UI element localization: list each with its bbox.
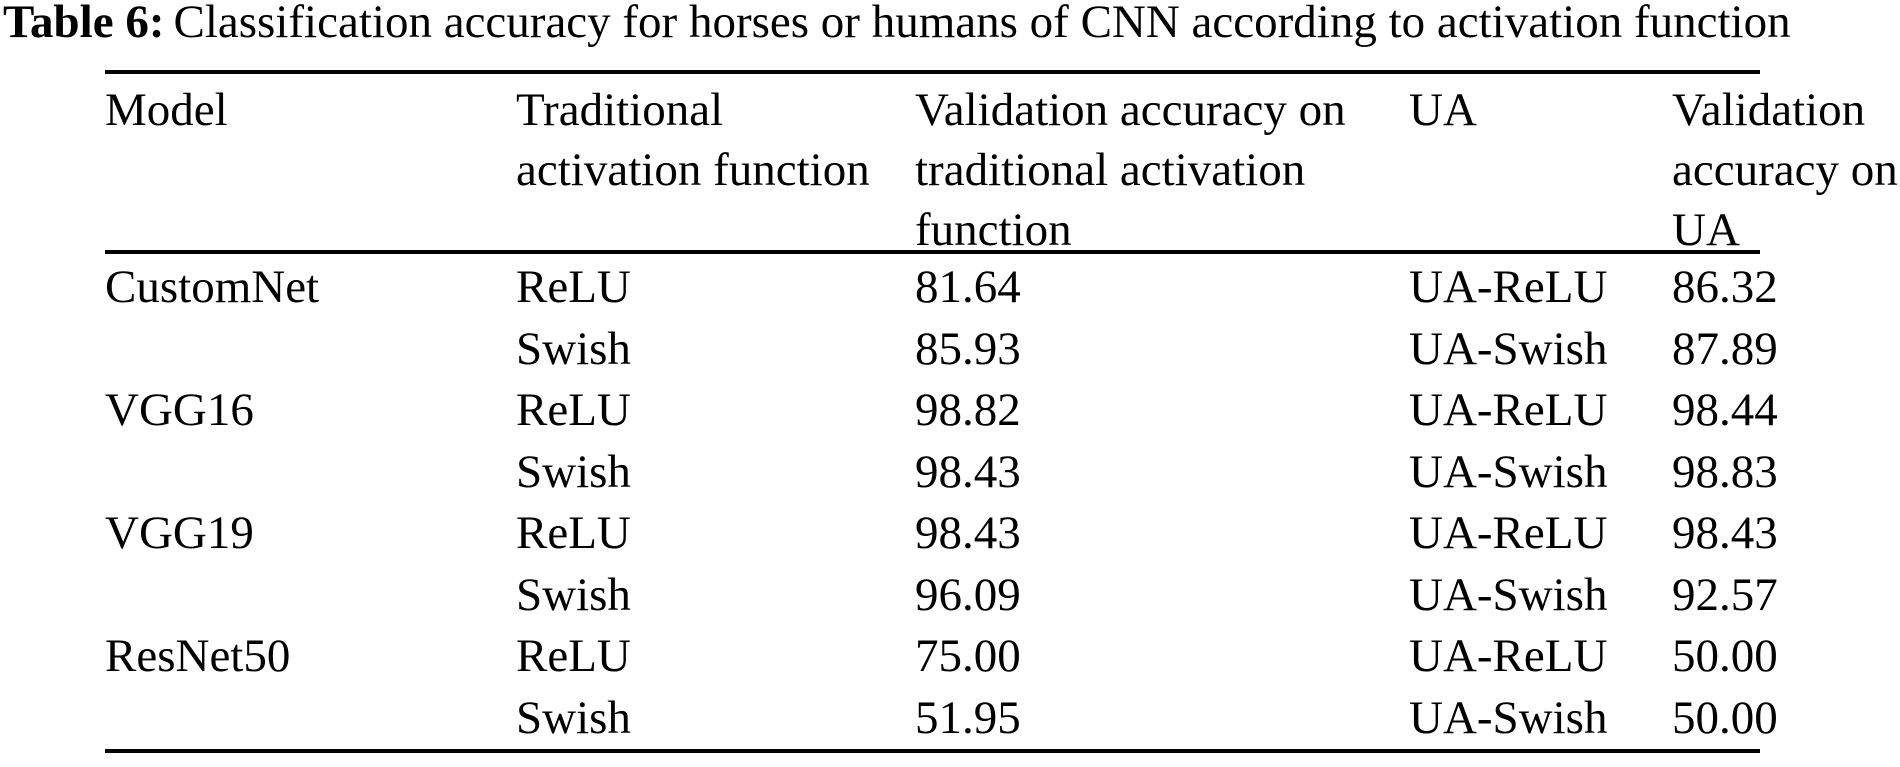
cell-activation-function: ReLU (516, 507, 631, 559)
cell-val-accuracy-traditional: 81.64 (915, 261, 1021, 313)
cell-ua: UA-Swish (1409, 568, 1608, 621)
cell-activation-function: ReLU (516, 384, 631, 436)
cell-val-accuracy-ua: 86.32 (1672, 261, 1778, 313)
cell-val-accuracy-ua: 87.89 (1672, 322, 1778, 375)
cell-val-accuracy-traditional: 96.09 (915, 568, 1021, 621)
table-row: Swish 96.09 UA-Swish 92.57 (105, 565, 1900, 627)
cell-activation-function: ReLU (516, 261, 631, 313)
table-row: CustomNet ReLU 81.64 UA-ReLU 86.32 (105, 257, 1900, 319)
column-header-ua: UA (1409, 84, 1477, 136)
column-header-model: Model (105, 84, 228, 136)
cell-ua: UA-ReLU (1409, 384, 1608, 436)
table-row: Swish 98.43 UA-Swish 98.83 (105, 442, 1900, 504)
cell-val-accuracy-traditional: 85.93 (915, 322, 1021, 375)
cell-model (105, 565, 516, 627)
cell-ua: UA-Swish (1409, 445, 1608, 498)
table-row: VGG16 ReLU 98.82 UA-ReLU 98.44 (105, 380, 1900, 442)
cell-val-accuracy-traditional: 75.00 (915, 630, 1021, 682)
cell-model: VGG19 (105, 507, 254, 559)
table-row: Swish 85.93 UA-Swish 87.89 (105, 319, 1900, 381)
table-header-row: Model Traditional activation function Va… (105, 77, 1900, 260)
cell-model: CustomNet (105, 261, 320, 313)
cell-val-accuracy-ua: 50.00 (1672, 630, 1778, 682)
cell-activation-function: Swish (516, 568, 631, 621)
cell-ua: UA-ReLU (1409, 630, 1608, 682)
table-top-rule (105, 70, 1760, 74)
cell-model (105, 442, 516, 504)
table-caption: Table 6: Classification accuracy for hors… (3, 0, 1791, 46)
cell-val-accuracy-ua: 92.57 (1672, 568, 1778, 621)
table-body: CustomNet ReLU 81.64 UA-ReLU 86.32 Swish… (105, 257, 1900, 749)
table-row: Swish 51.95 UA-Swish 50.00 (105, 688, 1900, 750)
table-row: VGG19 ReLU 98.43 UA-ReLU 98.43 (105, 503, 1900, 565)
column-header-traditional-activation: Traditional activation function (516, 84, 870, 196)
cell-ua: UA-Swish (1409, 691, 1608, 744)
cell-val-accuracy-traditional: 51.95 (915, 691, 1021, 744)
column-header-val-accuracy-traditional: Validation accuracy on traditional activ… (915, 84, 1346, 256)
cell-model: ResNet50 (105, 630, 291, 682)
cell-model (105, 688, 516, 750)
cell-ua: UA-ReLU (1409, 507, 1608, 559)
cell-val-accuracy-traditional: 98.82 (915, 384, 1021, 436)
cell-activation-function: Swish (516, 691, 631, 744)
table-bottom-rule (105, 749, 1760, 753)
cell-activation-function: Swish (516, 322, 631, 375)
caption-text: Classification accuracy for horses or hu… (173, 0, 1791, 48)
caption-label: Table 6: (3, 0, 165, 48)
cell-val-accuracy-ua: 50.00 (1672, 691, 1778, 744)
cell-val-accuracy-traditional: 98.43 (915, 445, 1021, 498)
table-header-rule (105, 250, 1760, 254)
cell-val-accuracy-ua: 98.43 (1672, 507, 1778, 559)
cell-activation-function: ReLU (516, 630, 631, 682)
table-row: ResNet50 ReLU 75.00 UA-ReLU 50.00 (105, 626, 1900, 688)
cell-activation-function: Swish (516, 445, 631, 498)
cell-val-accuracy-traditional: 98.43 (915, 507, 1021, 559)
cell-val-accuracy-ua: 98.83 (1672, 445, 1778, 498)
cell-model: VGG16 (105, 384, 254, 436)
cell-ua: UA-ReLU (1409, 261, 1608, 313)
cell-val-accuracy-ua: 98.44 (1672, 384, 1778, 436)
cell-ua: UA-Swish (1409, 322, 1608, 375)
column-header-val-accuracy-ua: Validation accuracy on UA (1672, 84, 1898, 256)
cell-model (105, 319, 516, 381)
